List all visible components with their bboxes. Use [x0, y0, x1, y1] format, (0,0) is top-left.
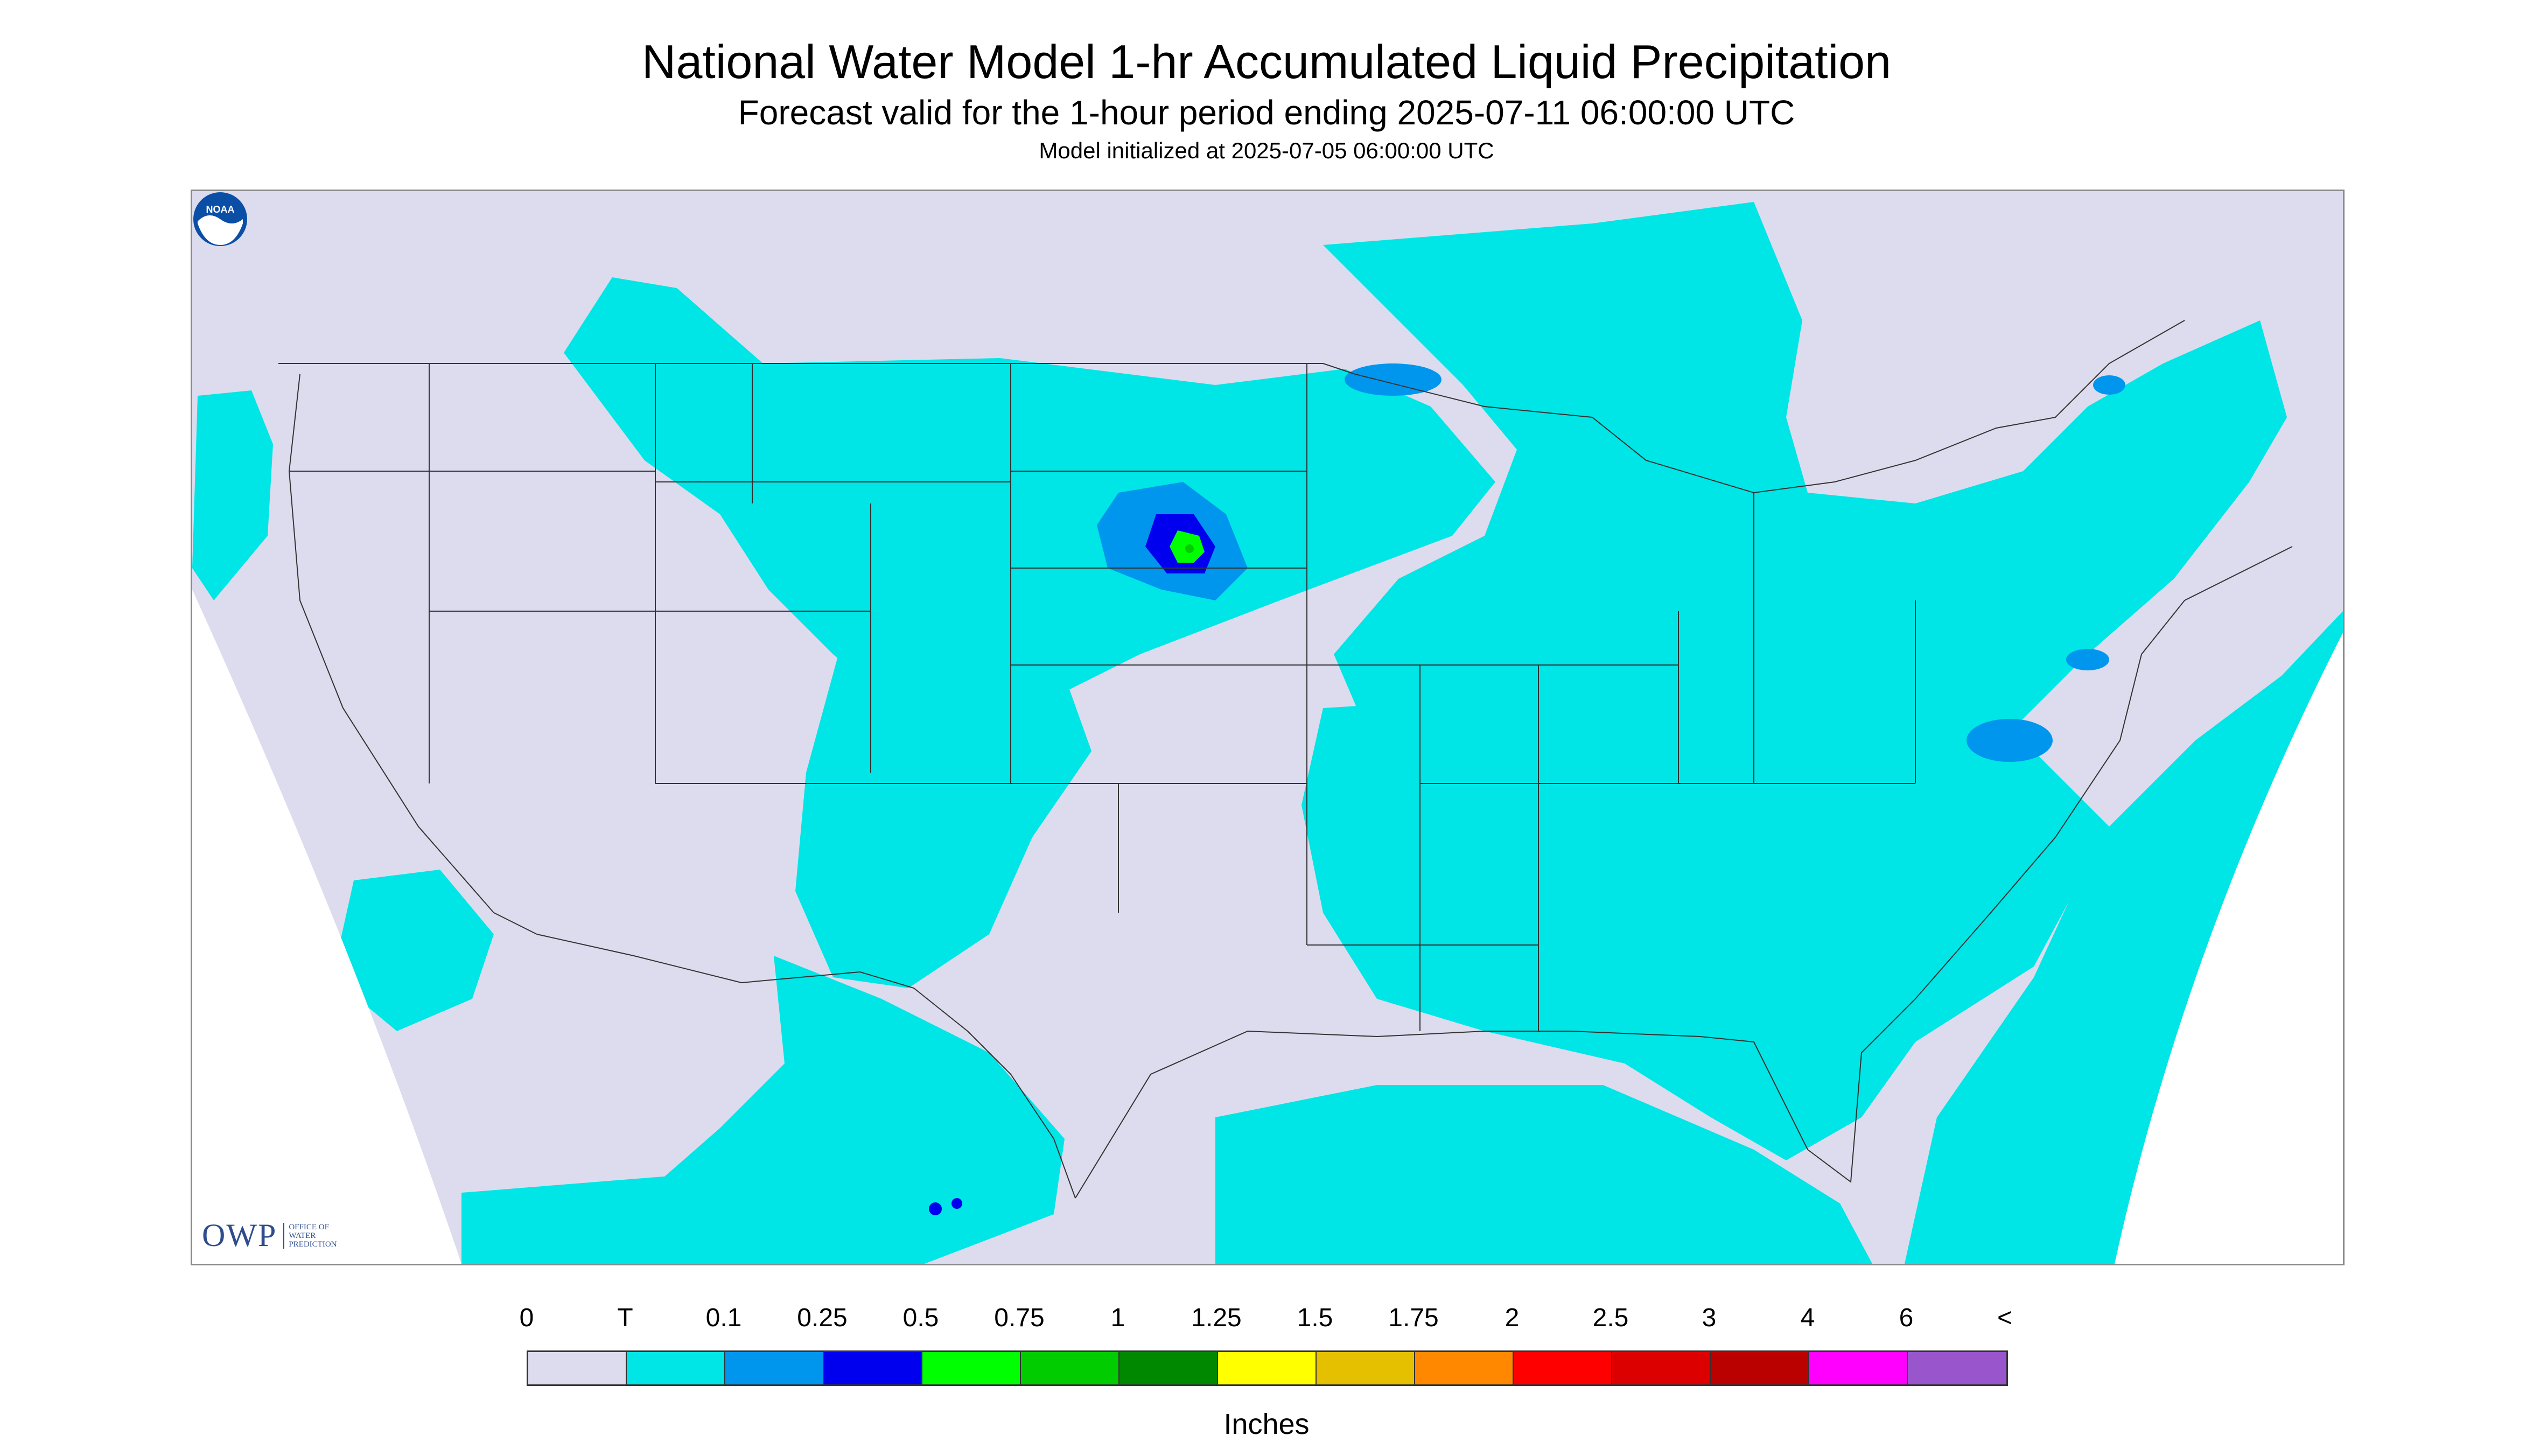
legend-swatch [725, 1352, 824, 1384]
noaa-logo-text: NOAA [206, 204, 235, 215]
legend-swatch [922, 1352, 1021, 1384]
legend-colorbar [527, 1350, 2008, 1386]
precip-region-rockies [795, 643, 1091, 988]
legend-swatch [1317, 1352, 1415, 1384]
precip-region-southwest [634, 956, 1065, 1264]
legend-tick-label: 0.1 [705, 1304, 742, 1332]
legend-tick-label: 0.75 [994, 1304, 1045, 1332]
legend-swatch [1612, 1352, 1711, 1384]
precip-region-northern-plains [564, 277, 1495, 713]
legend-swatch [1119, 1352, 1218, 1384]
legend-swatch [528, 1352, 627, 1384]
precip-region-gulf [1215, 1085, 1872, 1264]
precip-region-southeast [1302, 697, 2109, 1160]
legend-units: Inches [1223, 1408, 1310, 1440]
state-lines-west [289, 363, 1011, 784]
legend-tick-label: 1 [1110, 1304, 1125, 1332]
noaa-logo: NOAA [193, 192, 247, 246]
precip-layer [192, 202, 2343, 1264]
precip-cell-long-island [2066, 649, 2109, 670]
legend-tick-label: 0.5 [902, 1304, 939, 1332]
legend-swatch [1711, 1352, 1809, 1384]
model-init-text: Model initialized at 2025-07-05 06:00:00… [1039, 138, 1494, 163]
legend-tick-label: 2 [1505, 1304, 1520, 1332]
legend-tick-label: 4 [1800, 1304, 1815, 1332]
legend-swatch [1514, 1352, 1612, 1384]
legend-swatch [824, 1352, 922, 1384]
state-lines-central [1011, 363, 1916, 1031]
us-mexico-border [536, 934, 1076, 1199]
legend-swatch [1218, 1352, 1317, 1384]
legend-swatch [1809, 1352, 1908, 1384]
precip-region-pacific-coast [192, 390, 273, 600]
precipitation-map: OWP OFFICE OF WATER PREDICTION NOAA [191, 190, 2345, 1265]
boundary-lines [278, 320, 2293, 1199]
map-canvas [192, 191, 2343, 1264]
precip-legend: 0 T 0.1 0.25 0.5 0.75 1 1.25 1.5 1.75 2 2.5 3 4 6 < Inc… [0, 1292, 2533, 1454]
legend-tick-label: 1.5 [1297, 1304, 1333, 1332]
precip-cell-mid-atlantic [1967, 719, 2053, 762]
precip-cell-lake-superior [1345, 363, 1442, 396]
projection-exterior-left [192, 590, 461, 1264]
precip-region-pacific-south [461, 1171, 774, 1264]
projection-exterior-right [2115, 633, 2343, 1264]
legend-swatch [627, 1352, 725, 1384]
precip-region-baja [332, 870, 494, 1031]
precip-region-great-lakes [1323, 202, 2287, 773]
legend-tick-label: 0.25 [797, 1304, 848, 1332]
noaa-logo-wave [198, 215, 243, 245]
legend-swatch [1021, 1352, 1119, 1384]
precip-region-atlantic [1905, 611, 2343, 1264]
us-gulf-coast [1075, 546, 2293, 1199]
legend-tick-label: 1.25 [1191, 1304, 1242, 1332]
legend-tick-label: 3 [1702, 1304, 1717, 1332]
us-canada-border [278, 320, 2185, 494]
precip-cell-quebec [2093, 375, 2125, 395]
map-title: National Water Model 1-hr Accumulated Li… [641, 35, 1892, 88]
precip-cell-mexico-1 [929, 1202, 942, 1215]
map-subtitle: Forecast valid for the 1-hour period end… [738, 93, 1795, 132]
precip-cell-mexico-2 [951, 1198, 962, 1209]
legend-tick-label: < [1997, 1304, 2013, 1332]
legend-tick-label: 1.75 [1388, 1304, 1439, 1332]
legend-swatch [1908, 1352, 2006, 1384]
legend-tick-label: 0 [519, 1304, 534, 1332]
owp-logo: OWP OFFICE OF WATER PREDICTION [202, 1217, 353, 1254]
precip-cell-core [1185, 544, 1194, 553]
legend-swatch [1415, 1352, 1514, 1384]
owp-logo-subtext: OFFICE OF WATER PREDICTION [283, 1222, 353, 1249]
legend-tick-label: 6 [1899, 1304, 1914, 1332]
legend-tick-label: 2.5 [1592, 1304, 1629, 1332]
owp-logo-text: OWP [202, 1217, 277, 1253]
legend-tick-label: T [617, 1304, 633, 1332]
